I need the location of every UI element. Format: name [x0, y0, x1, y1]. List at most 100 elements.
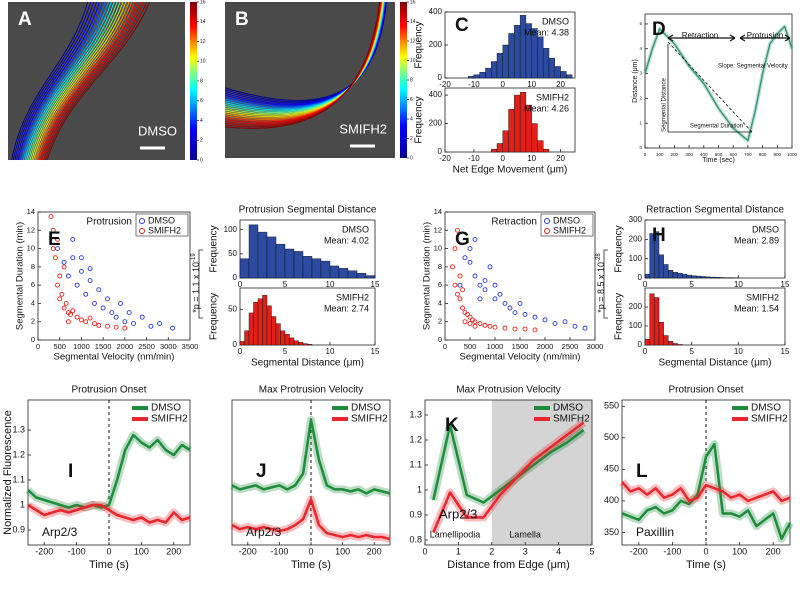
hist-bar [467, 76, 475, 79]
scatter-point [477, 321, 483, 326]
x-tick-label: 0 [308, 546, 313, 556]
x-tick-label: 200 [671, 152, 679, 157]
colorbar-tick-label: 12 [410, 38, 416, 44]
colorbar-tick-label: 2 [200, 138, 203, 144]
contour [27, 1, 118, 161]
y-tick-label: 0.9 [12, 524, 25, 534]
y-tick-label: 500 [604, 432, 619, 442]
hist-bar [275, 243, 286, 279]
colorbar-tick-label: 6 [200, 98, 203, 104]
contour [36, 1, 133, 161]
scatter-point [507, 305, 513, 311]
scatter-point [70, 236, 76, 242]
panel-label: Arp2/3 [439, 506, 477, 521]
x-tick-label: 1000 [787, 152, 798, 157]
hist-bar [311, 258, 322, 279]
x-tick-label: 5 [689, 347, 694, 356]
scatter-point [126, 310, 132, 316]
y-tick-label: 200 [629, 302, 643, 311]
image-label: DMSO [138, 123, 177, 138]
scatter-point [452, 282, 458, 288]
x-tick-label: 10 [527, 154, 536, 163]
scatter-point [562, 319, 568, 325]
hist-bar [531, 123, 538, 153]
scatter-point [50, 227, 56, 233]
scatter-point [487, 323, 493, 329]
hist-bar [248, 224, 259, 279]
legend-label: SMIFH2 [536, 92, 569, 102]
panel-title: Protrusion Segmental Distance [239, 205, 377, 216]
x-tick-label: 15 [781, 347, 790, 356]
colorbar-tick-label: 12 [200, 39, 206, 45]
x-tick-label: 15 [371, 280, 380, 289]
y-axis-label: Frequency [209, 225, 220, 272]
x-tick-label: 100 [732, 546, 747, 556]
scatter-point [492, 296, 498, 302]
x-tick-label: 900 [774, 152, 782, 157]
series-line [432, 423, 585, 504]
scatter-point [61, 259, 67, 265]
x-tick-label: 3 [523, 546, 528, 556]
scatter-point [139, 314, 145, 320]
series-line [231, 498, 391, 541]
hist-bar [700, 276, 706, 279]
legend-label: SMIFH2 [148, 225, 181, 235]
y-axis-label: Frequency [209, 293, 220, 340]
y-tick-label: 0.8 [409, 534, 422, 544]
hist-bar [271, 316, 277, 346]
x-axis-label: Time (sec) [702, 157, 735, 164]
hist-bar [356, 272, 367, 279]
x-tick-label: 10 [734, 280, 743, 289]
hist-bar [239, 341, 245, 346]
scatter-point [113, 324, 119, 330]
panel-title: Max Protrusion Velocity [456, 385, 561, 396]
x-axis-label: Segmental Distance (μm) [251, 358, 364, 369]
x-tick-label: 0 [238, 280, 243, 289]
x-tick-label: 2 [489, 546, 494, 556]
hist-bar [682, 273, 688, 279]
scatter-point [472, 319, 478, 325]
contour [11, 1, 89, 161]
hist-bar [543, 148, 550, 153]
y-tick-label: 3 [639, 71, 642, 76]
hist-bar [284, 248, 295, 279]
y-tick-label: 1.2 [409, 434, 422, 444]
colorbar-tick-label: 8 [410, 77, 413, 83]
scatter-point [65, 319, 71, 325]
hist-bar [338, 268, 349, 279]
y-tick-label: 1 [20, 499, 25, 509]
scatter-point [497, 291, 503, 297]
x-tick-label: 10 [326, 347, 335, 356]
x-tick-label: -200 [630, 546, 648, 556]
panel-letter: H [652, 225, 666, 246]
x-tick-label: -200 [239, 546, 257, 556]
contour [39, 1, 139, 161]
hist-bar [677, 272, 683, 279]
hist-bar [496, 143, 503, 153]
hist-bar [275, 323, 281, 346]
hist-bar [560, 71, 567, 79]
scatter-point [472, 273, 478, 279]
x-tick-label: 0 [238, 347, 243, 356]
x-tick-label: 15 [371, 347, 380, 356]
x-tick-label: -100 [270, 546, 288, 556]
hist-bar [293, 251, 304, 279]
hist-bar [714, 277, 720, 279]
hist-bar [266, 236, 277, 279]
scatter-point [477, 282, 483, 288]
scatter-point [92, 321, 97, 326]
hist-bar [239, 258, 250, 279]
x-tick-label: 10 [326, 280, 335, 289]
legend-label: DMSO [553, 403, 583, 414]
hist-bar [566, 74, 573, 79]
y-tick-label: 450 [604, 464, 619, 474]
contour [41, 1, 142, 161]
colorbar-tick-label: 0 [410, 155, 413, 161]
scatter-point [61, 305, 67, 311]
colorbar [400, 2, 407, 158]
plot-frame [644, 13, 793, 149]
scatter-point [78, 255, 84, 261]
hist-bar [663, 335, 669, 346]
hist-bar [654, 297, 660, 346]
x-tick-label: -10 [468, 154, 480, 163]
